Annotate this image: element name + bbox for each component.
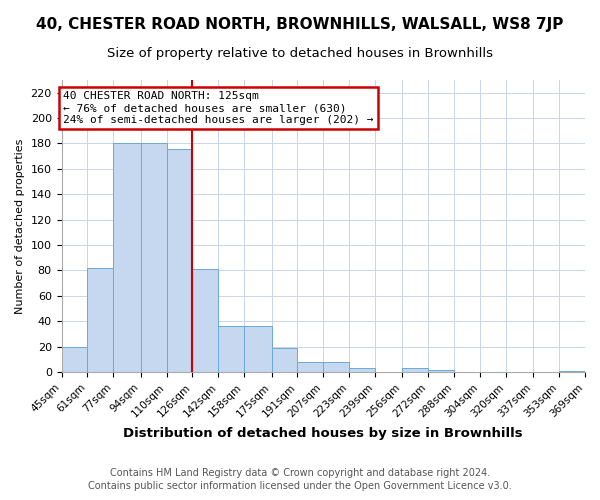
Y-axis label: Number of detached properties: Number of detached properties — [15, 138, 25, 314]
Bar — [218, 326, 244, 372]
Bar — [349, 368, 375, 372]
Bar — [428, 370, 454, 372]
Bar — [88, 268, 113, 372]
Text: Size of property relative to detached houses in Brownhills: Size of property relative to detached ho… — [107, 48, 493, 60]
Bar — [62, 346, 88, 372]
Bar — [559, 371, 585, 372]
Bar — [323, 362, 349, 372]
Bar — [140, 144, 167, 372]
Bar — [298, 362, 323, 372]
Bar — [167, 148, 193, 372]
X-axis label: Distribution of detached houses by size in Brownhills: Distribution of detached houses by size … — [124, 427, 523, 440]
Bar — [244, 326, 272, 372]
Text: Contains HM Land Registry data © Crown copyright and database right 2024.: Contains HM Land Registry data © Crown c… — [110, 468, 490, 477]
Bar — [272, 348, 298, 372]
Text: 40 CHESTER ROAD NORTH: 125sqm
← 76% of detached houses are smaller (630)
24% of : 40 CHESTER ROAD NORTH: 125sqm ← 76% of d… — [63, 92, 374, 124]
Bar — [113, 144, 140, 372]
Bar — [193, 269, 218, 372]
Text: 40, CHESTER ROAD NORTH, BROWNHILLS, WALSALL, WS8 7JP: 40, CHESTER ROAD NORTH, BROWNHILLS, WALS… — [37, 18, 563, 32]
Bar — [403, 368, 428, 372]
Text: Contains public sector information licensed under the Open Government Licence v3: Contains public sector information licen… — [88, 481, 512, 491]
